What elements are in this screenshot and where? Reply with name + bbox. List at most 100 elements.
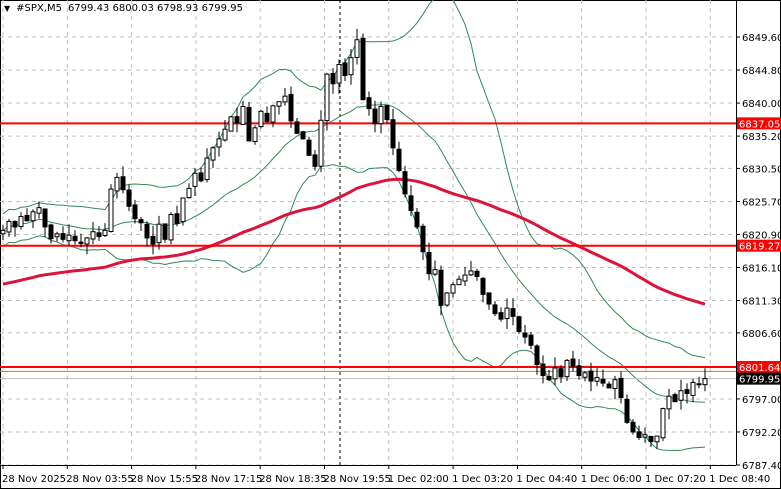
collapse-triangle-icon[interactable]: ▼ xyxy=(4,4,11,13)
candle-body xyxy=(606,383,612,389)
candle xyxy=(642,427,648,443)
level-price-label: 6819.27 xyxy=(739,242,780,253)
candle-body xyxy=(618,377,624,399)
candle xyxy=(522,325,528,344)
candle xyxy=(690,379,696,403)
y-tick-label: 6849.60 xyxy=(742,33,781,44)
candle xyxy=(492,301,498,317)
candle-body xyxy=(390,119,396,149)
candle-body xyxy=(144,223,150,239)
candle xyxy=(528,332,534,350)
candle xyxy=(156,215,162,250)
candle xyxy=(276,101,282,115)
candle xyxy=(90,221,96,245)
open-value: 6799.43 xyxy=(67,3,110,14)
candle xyxy=(198,167,204,183)
candle-body xyxy=(408,195,414,211)
candle xyxy=(408,185,414,217)
candle-body xyxy=(684,389,690,394)
candle xyxy=(474,268,480,281)
candle-body xyxy=(264,112,270,123)
candle xyxy=(588,362,594,392)
level-price-tag xyxy=(737,117,781,130)
candle-body xyxy=(510,308,516,317)
candle-body xyxy=(12,220,18,228)
candle-body xyxy=(18,216,24,228)
x-tick-label: 1 Dec 03:20 xyxy=(452,474,513,485)
candle-body xyxy=(198,172,204,182)
candle xyxy=(450,281,456,298)
candle xyxy=(126,184,132,212)
candle-body xyxy=(582,372,588,378)
candle xyxy=(672,392,678,403)
x-tick-label: 28 Nov 19:55 xyxy=(324,474,391,485)
candle-body xyxy=(396,148,402,171)
candle-body xyxy=(48,224,54,240)
candle xyxy=(294,117,300,135)
candle-body xyxy=(42,208,48,228)
candle-body xyxy=(84,237,90,245)
candle xyxy=(240,101,246,126)
ohlc-values: 6799.43 6800.03 6798.93 6799.95 xyxy=(68,3,243,14)
candle-body xyxy=(312,154,318,167)
candle xyxy=(498,307,504,322)
x-tick-label: 28 Nov 15:55 xyxy=(131,474,198,485)
candle-body xyxy=(588,370,594,382)
candle xyxy=(180,197,186,226)
candle xyxy=(486,292,492,310)
candle-body xyxy=(672,394,678,403)
candle-body xyxy=(246,106,252,142)
candle-body xyxy=(552,367,558,380)
candle xyxy=(234,107,240,133)
candle-body xyxy=(162,223,168,240)
candle xyxy=(696,376,702,389)
candle xyxy=(252,125,258,145)
candle-body xyxy=(354,39,360,58)
candle xyxy=(96,226,102,241)
candle xyxy=(414,208,420,229)
candle xyxy=(564,359,570,381)
x-tick-label: 1 Dec 02:00 xyxy=(388,474,449,485)
high-value: 6800.03 xyxy=(112,3,154,14)
low-value: 6798.93 xyxy=(157,3,199,14)
candle xyxy=(378,101,384,134)
candle-body xyxy=(384,105,390,121)
candle xyxy=(288,86,294,128)
candle xyxy=(444,292,450,307)
y-tick-label: 6844.80 xyxy=(742,66,781,77)
candle xyxy=(150,225,156,255)
x-tick-label: 28 Nov 03:55 xyxy=(66,474,133,485)
candle-body xyxy=(252,127,258,142)
bollinger-lower-band xyxy=(2,164,706,452)
candle-body xyxy=(156,223,162,244)
y-tick-label: 6830.50 xyxy=(742,164,781,175)
candle xyxy=(210,146,216,168)
candle xyxy=(612,375,618,400)
level-price-label: 6837.05 xyxy=(739,119,780,130)
x-tick-label: 28 Nov 2025 xyxy=(2,474,66,485)
candle-body xyxy=(66,234,72,242)
candle-body xyxy=(690,381,696,396)
candle-body xyxy=(6,220,12,233)
candle-body xyxy=(414,211,420,228)
candle xyxy=(6,218,12,237)
candle xyxy=(576,359,582,380)
candle xyxy=(354,28,360,65)
candle xyxy=(684,383,690,404)
candle xyxy=(678,379,684,410)
candle-body xyxy=(450,284,456,294)
candle-body xyxy=(282,95,288,103)
candle xyxy=(282,88,288,106)
candle-body xyxy=(492,304,498,315)
candle xyxy=(468,261,474,277)
candle-body xyxy=(72,235,78,242)
candle-body xyxy=(474,270,480,277)
level-price-tag xyxy=(737,239,781,252)
candle xyxy=(78,233,84,248)
x-tick-label: 28 Nov 18:35 xyxy=(259,474,326,485)
candle xyxy=(426,242,432,281)
candle xyxy=(606,381,612,389)
candle xyxy=(162,223,168,243)
candle xyxy=(366,91,372,116)
